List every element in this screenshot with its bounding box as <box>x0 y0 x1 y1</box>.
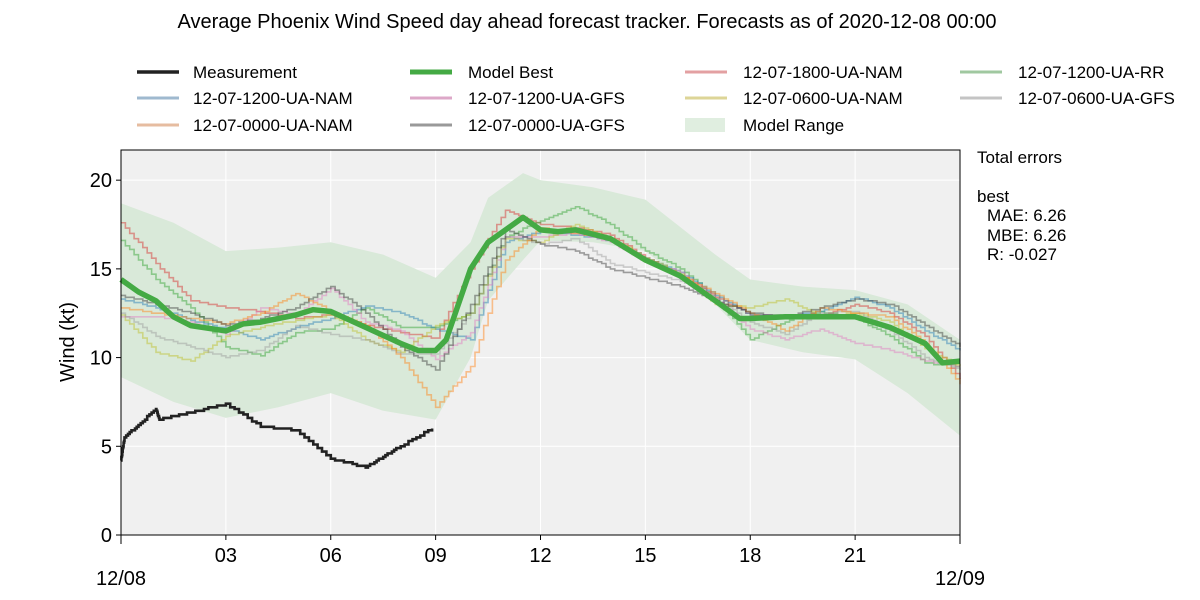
legend-item: 12-07-1200-UA-RR <box>960 63 1164 82</box>
x-tick-label: 18 <box>739 545 761 567</box>
legend-label: 12-07-1800-UA-NAM <box>743 63 903 82</box>
y-tick-label: 15 <box>90 259 112 281</box>
series-line-12-07-1200-UA-NAM <box>121 230 961 351</box>
legend-label: 12-07-0000-UA-GFS <box>468 116 625 135</box>
series-line-12-07-0600-UA-GFS <box>121 236 961 370</box>
legend-label: Measurement <box>193 63 297 82</box>
x-tick-label: 06 <box>320 545 342 567</box>
error-panel: Total errors best MAE: 6.26 MBE: 6.26 R:… <box>977 148 1066 264</box>
errors-model: best <box>977 187 1009 206</box>
legend: Measurement 12-07-1200-UA-NAM 12-07-0000-U… <box>137 63 1175 135</box>
measurement-line <box>120 402 434 469</box>
legend-item: Measurement <box>137 63 297 82</box>
x-date-label: 12/08 <box>96 568 146 590</box>
y-tick-label: 10 <box>90 348 112 370</box>
legend-label: 12-07-0600-UA-NAM <box>743 89 903 108</box>
x-tick-label: 15 <box>634 545 656 567</box>
legend-label: 12-07-1200-UA-RR <box>1018 63 1164 82</box>
x-tick-label: 03 <box>215 545 237 567</box>
errors-heading: Total errors <box>977 148 1062 167</box>
legend-item: 12-07-0600-UA-GFS <box>960 89 1175 108</box>
y-tick-label: 0 <box>101 525 112 547</box>
axes: 0 5 10 15 20 03 06 09 12 15 18 21 12/08 12/09 <box>90 170 985 590</box>
legend-label: Model Best <box>468 63 553 82</box>
series-line-12-07-1800-UA-NAM <box>121 209 961 379</box>
model-best-line <box>119 214 961 366</box>
legend-item: 12-07-1800-UA-NAM <box>685 63 903 82</box>
series-line-12-07-0000-UA-GFS <box>121 229 961 371</box>
legend-label: 12-07-0600-UA-GFS <box>1018 89 1175 108</box>
chart-title: Average Phoenix Wind Speed day ahead for… <box>177 11 996 33</box>
errors-mae: MAE: 6.26 <box>987 206 1066 225</box>
legend-item: 12-07-0600-UA-NAM <box>685 89 903 108</box>
y-tick-label: 5 <box>101 436 112 458</box>
legend-item: 12-07-1200-UA-NAM <box>137 89 353 108</box>
legend-label: 12-07-1200-UA-GFS <box>468 89 625 108</box>
model-range-band <box>121 173 960 436</box>
x-tick-label: 12 <box>529 545 551 567</box>
y-tick-label: 20 <box>90 170 112 192</box>
legend-item: 12-07-0000-UA-NAM <box>137 116 353 135</box>
legend-label: Model Range <box>743 116 844 135</box>
legend-item: Model Best <box>410 63 553 82</box>
legend-swatch <box>685 118 725 132</box>
errors-r: R: -0.027 <box>987 245 1057 264</box>
plot-marks <box>119 173 961 469</box>
legend-item: 12-07-1200-UA-GFS <box>410 89 625 108</box>
x-date-label: 12/09 <box>935 568 985 590</box>
legend-label: 12-07-0000-UA-NAM <box>193 116 353 135</box>
y-axis-label: Wind (kt) <box>57 302 79 382</box>
legend-label: 12-07-1200-UA-NAM <box>193 89 353 108</box>
x-tick-label: 21 <box>844 545 866 567</box>
series-line-12-07-1200-UA-GFS <box>121 232 960 368</box>
legend-item: Model Range <box>685 116 844 135</box>
legend-item: 12-07-0000-UA-GFS <box>410 116 625 135</box>
errors-mbe: MBE: 6.26 <box>987 226 1066 245</box>
x-tick-label: 09 <box>425 545 447 567</box>
